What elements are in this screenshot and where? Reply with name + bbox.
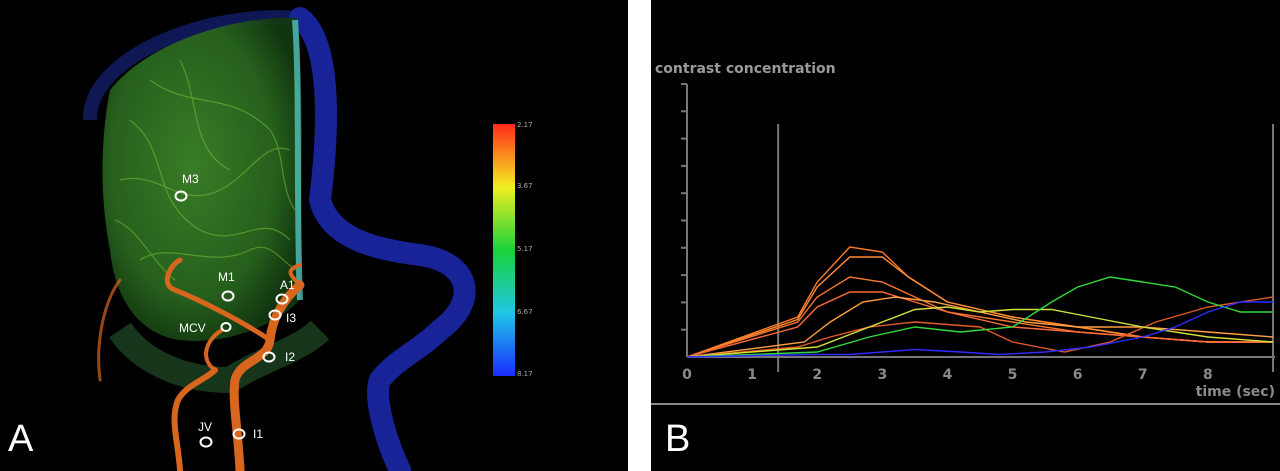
series-line [686,276,1273,358]
y-axis-ticks [681,83,687,331]
roi-circle-mcv [220,322,232,332]
colorbar-tick: 8.17 [517,370,533,378]
x-tick-label: 8 [1203,367,1213,383]
roi-label: I3 [286,311,296,325]
angiography-image: 2.17 3.67 5.17 6.67 8.17 M3 M1 A1 I3 MCV… [82,7,533,471]
vessel-network [114,59,297,281]
roi-label: M1 [218,270,235,284]
series-line [686,276,1273,358]
x-axis-ticks: 0 1 2 3 4 5 6 7 8 [682,367,1213,383]
roi-labels: M3 M1 A1 I3 MCV I2 JV I1 [179,172,296,441]
x-tick-label: 2 [812,367,822,383]
y-axis-label: contrast concentration [655,61,836,77]
series-line [686,301,1273,358]
roi-circle-i1 [232,428,246,440]
x-tick-label: 6 [1073,367,1083,383]
series-line [686,306,1274,358]
time-density-chart-panel: contrast concentration 0 1 2 3 4 5 6 7 8 time (s… [651,0,1280,471]
panel-label-a: A [8,418,34,460]
roi-circle-i3 [268,309,282,321]
time-density-chart: contrast concentration 0 1 2 3 4 5 6 7 8 time (s… [651,61,1280,405]
roi-label: JV [198,420,212,434]
color-scale-ticks: 2.17 3.67 5.17 6.67 8.17 [517,121,533,378]
series-line [686,296,1274,358]
roi-circle-m3 [174,190,188,202]
x-tick-label: 0 [682,367,692,383]
series-line [686,256,1273,358]
angiography-panel: 2.17 3.67 5.17 6.67 8.17 M3 M1 A1 I3 MCV… [0,0,628,471]
roi-label: I1 [253,427,263,441]
roi-label: M3 [182,172,199,186]
colorbar-tick: 6.67 [517,308,533,316]
colorbar-tick: 2.17 [517,121,533,129]
color-scale-bar [493,124,515,376]
venous-outline [289,7,476,471]
roi-circle-m1 [221,290,235,302]
x-tick-label: 3 [877,367,887,383]
chart-series [686,246,1274,358]
time-markers [777,124,1274,372]
roi-circle-i2 [262,351,276,363]
roi-label: A1 [280,278,295,292]
roi-circle-jv [199,436,213,448]
series-line [686,291,1273,358]
x-tick-label: 5 [1008,367,1018,383]
panel-label-b: B [665,418,691,460]
series-line [686,296,1274,358]
roi-label: I2 [285,350,295,364]
x-tick-label: 4 [943,367,953,383]
roi-circle-a1 [275,293,289,305]
x-tick-label: 7 [1138,367,1148,383]
roi-markers [174,190,289,448]
brain-region [102,17,302,341]
roi-label: MCV [179,321,206,335]
x-tick-label: 1 [747,367,757,383]
colorbar-tick: 5.17 [517,245,533,253]
x-axis-label: time (sec) [1196,384,1275,400]
colorbar-tick: 3.67 [517,182,533,190]
